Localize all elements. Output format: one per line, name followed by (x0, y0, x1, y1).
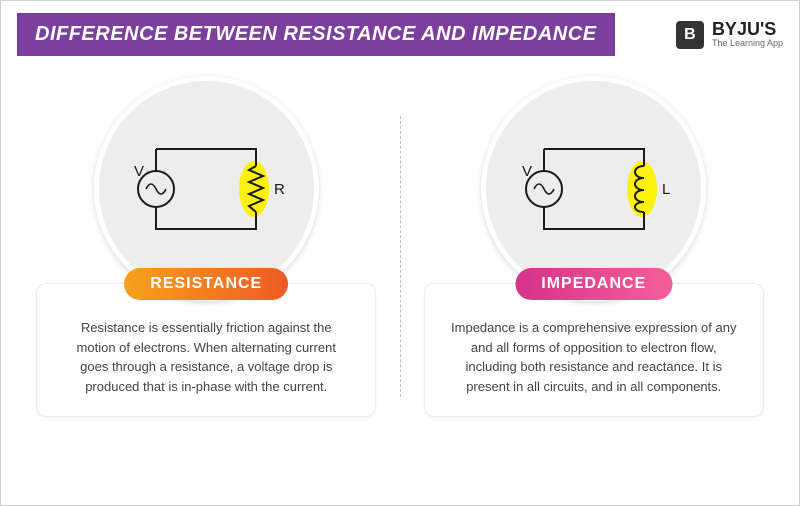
description-resistance: Resistance is essentially friction again… (61, 318, 351, 396)
column-resistance: V R RESISTANCE Resistance is essentially… (25, 76, 388, 417)
brand-name: BYJU'S (712, 20, 783, 40)
card-impedance: IMPEDANCE Impedance is a comprehensive e… (424, 283, 764, 417)
badge-impedance: IMPEDANCE (515, 268, 672, 300)
component-label: L (662, 181, 670, 198)
description-impedance: Impedance is a comprehensive expression … (449, 318, 739, 396)
card-resistance: RESISTANCE Resistance is essentially fri… (36, 283, 376, 417)
brand-text: BYJU'S The Learning App (712, 20, 783, 50)
badge-resistance: RESISTANCE (124, 268, 288, 300)
source-label: V (522, 163, 532, 180)
component-label: R (274, 181, 285, 198)
content-row: V R RESISTANCE Resistance is essentially… (1, 68, 799, 433)
page-title: DIFFERENCE BETWEEN RESISTANCE AND IMPEDA… (17, 13, 615, 56)
vertical-divider (400, 116, 401, 397)
circuit-resistor-icon: V R (126, 124, 286, 254)
brand-logo-icon: B (676, 21, 704, 49)
brand-tagline: The Learning App (712, 39, 783, 49)
brand-block: B BYJU'S The Learning App (676, 20, 783, 50)
source-label: V (134, 163, 144, 180)
column-impedance: V L IMPEDANCE Impedance is a comprehensi… (413, 76, 776, 417)
header: DIFFERENCE BETWEEN RESISTANCE AND IMPEDA… (1, 1, 799, 68)
circuit-inductor-icon: V L (514, 124, 674, 254)
